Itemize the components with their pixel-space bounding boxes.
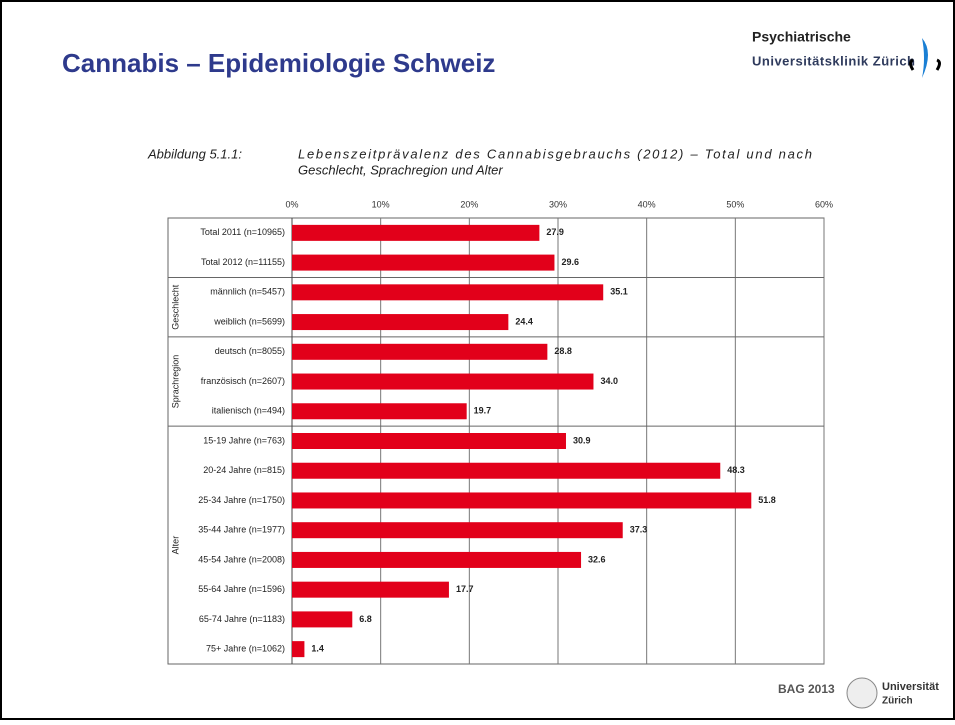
bar xyxy=(292,462,721,479)
category-label: italienisch (n=494) xyxy=(212,406,285,416)
x-tick-label: 0% xyxy=(285,199,298,209)
value-label: 28.8 xyxy=(554,346,572,356)
group-label: Alter xyxy=(170,536,180,555)
bar xyxy=(292,284,604,301)
uni-seal xyxy=(846,677,878,709)
bar xyxy=(292,641,305,658)
bar xyxy=(292,314,509,331)
category-label: 15-19 Jahre (n=763) xyxy=(203,435,285,445)
logo-bracket xyxy=(922,38,928,78)
subtitle: Geschlecht, Sprachregion und Alter xyxy=(298,162,503,177)
category-label: 65-74 Jahre (n=1183) xyxy=(199,614,285,624)
value-label: 1.4 xyxy=(311,644,324,654)
category-label: 35-44 Jahre (n=1977) xyxy=(198,525,285,535)
x-tick-label: 20% xyxy=(460,199,478,209)
category-label: 55-64 Jahre (n=1596) xyxy=(198,584,285,594)
category-label: Total 2012 (n=11155) xyxy=(201,257,285,267)
bar xyxy=(292,522,623,539)
bar xyxy=(292,343,548,360)
category-label: 20-24 Jahre (n=815) xyxy=(203,465,285,475)
category-label: 25-34 Jahre (n=1750) xyxy=(198,495,285,505)
value-label: 34.0 xyxy=(600,376,618,386)
value-label: 6.8 xyxy=(359,614,372,624)
value-label: 35.1 xyxy=(610,287,628,297)
x-tick-label: 50% xyxy=(726,199,744,209)
logo-line: Universitätsklinik Zürich xyxy=(752,53,916,68)
value-label: 37.3 xyxy=(630,525,648,535)
logo-bracket xyxy=(909,58,915,71)
bar xyxy=(292,224,540,241)
category-label: französisch (n=2607) xyxy=(201,376,285,386)
category-label: männlich (n=5457) xyxy=(210,287,285,297)
category-label: weiblich (n=5699) xyxy=(213,316,285,326)
value-label: 29.6 xyxy=(561,257,579,267)
bar xyxy=(292,373,594,390)
slide-title: Cannabis – Epidemiologie Schweiz xyxy=(62,48,495,78)
bar xyxy=(292,581,449,598)
bar xyxy=(292,433,566,449)
group-label: Sprachregion xyxy=(170,355,180,409)
value-label: 24.4 xyxy=(515,316,533,326)
logo-bracket xyxy=(935,58,941,71)
category-label: 75+ Jahre (n=1062) xyxy=(206,644,285,654)
x-tick-label: 40% xyxy=(638,199,656,209)
bar xyxy=(292,551,582,568)
caption: Abbildung 5.1.1: xyxy=(147,146,242,161)
value-label: 17.7 xyxy=(456,584,474,594)
bar xyxy=(292,492,752,509)
x-tick-label: 10% xyxy=(372,199,390,209)
value-label: 19.7 xyxy=(474,406,492,416)
category-label: deutsch (n=8055) xyxy=(215,346,285,356)
value-label: 48.3 xyxy=(727,465,745,475)
logo-line: Psychiatrische xyxy=(752,29,851,45)
value-label: 32.6 xyxy=(588,554,606,564)
bar xyxy=(292,403,467,420)
bar xyxy=(292,254,555,271)
x-tick-label: 60% xyxy=(815,199,833,209)
footer: BAG 2013 xyxy=(778,682,835,696)
category-label: Total 2011 (n=10965) xyxy=(200,227,285,237)
value-label: 51.8 xyxy=(758,495,776,505)
bar xyxy=(292,611,353,628)
category-label: 45-54 Jahre (n=2008) xyxy=(198,554,285,564)
uni-logo-line: Zürich xyxy=(882,696,913,707)
group-label: Geschlecht xyxy=(170,284,180,330)
value-label: 27.9 xyxy=(546,227,564,237)
uni-logo-line: Universität xyxy=(882,681,939,693)
x-tick-label: 30% xyxy=(549,199,567,209)
value-label: 30.9 xyxy=(573,435,591,445)
